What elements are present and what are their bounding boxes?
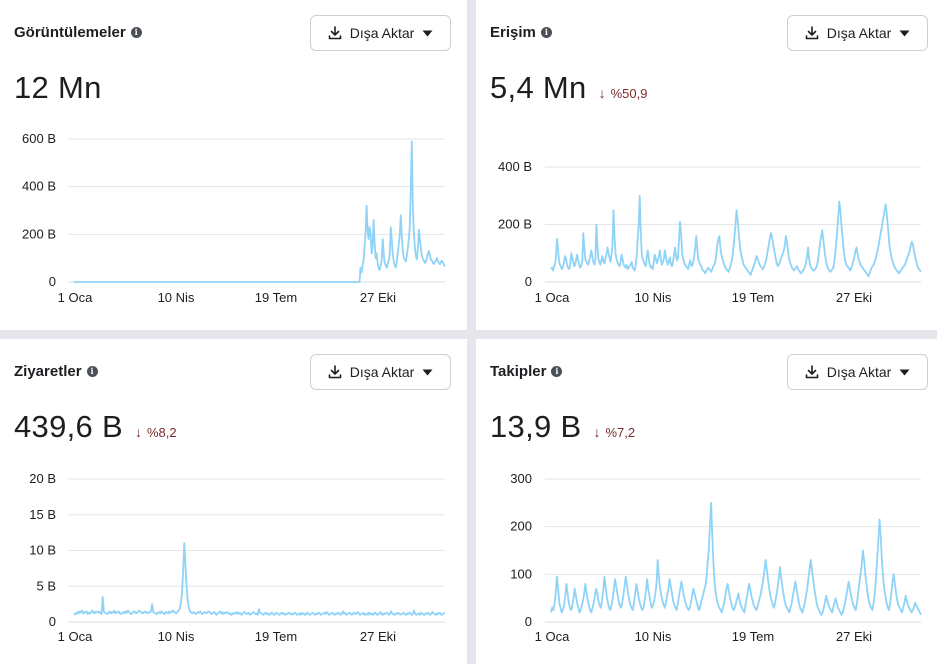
- x-tick-label: 19 Tem: [255, 629, 297, 644]
- export-button[interactable]: Dışa Aktar: [310, 15, 451, 51]
- card-title: Erişim i: [490, 24, 552, 41]
- series-line[interactable]: [550, 194, 922, 278]
- export-label: Dışa Aktar: [349, 25, 415, 41]
- y-tick-label: 100: [510, 566, 532, 581]
- x-tick-label: 1 Oca: [535, 290, 570, 305]
- y-tick-label: 15 B: [29, 507, 56, 522]
- x-tick-label: 19 Tem: [732, 290, 774, 305]
- arrow-down-icon: ↓: [134, 424, 142, 440]
- x-tick-label: 27 Eki: [836, 629, 872, 644]
- y-tick-label: 200 B: [22, 226, 56, 241]
- info-icon[interactable]: i: [86, 366, 98, 377]
- metric-value-row: 5,4 Mn ↓ %50,9: [490, 70, 647, 106]
- y-tick-label: 10 B: [29, 543, 56, 558]
- x-tick-label: 27 Eki: [836, 290, 872, 305]
- caret-down-icon: [422, 30, 433, 36]
- card-title-text: Erişim: [490, 24, 536, 41]
- info-icon[interactable]: i: [551, 366, 563, 377]
- delta-value: %50,9: [610, 85, 648, 101]
- y-tick-label: 0: [49, 614, 56, 629]
- arrow-down-icon: ↓: [593, 424, 601, 440]
- views-card: Görüntülemeler i Dışa Aktar 12 Mn 0 200 B…: [0, 0, 467, 330]
- y-tick-label: 400 B: [498, 159, 532, 174]
- card-title-text: Ziyaretler: [14, 363, 82, 380]
- info-icon[interactable]: i: [130, 27, 142, 38]
- y-tick-label: 200 B: [498, 217, 532, 232]
- caret-down-icon: [899, 30, 910, 36]
- follows-card: Takipler i Dışa Aktar 13,9 B ↓ %7,2 0 100…: [476, 339, 937, 664]
- x-tick-label: 10 Nis: [158, 629, 195, 644]
- x-tick-label: 10 Nis: [635, 290, 672, 305]
- export-label: Dışa Aktar: [826, 364, 892, 380]
- line-chart: 0 200 B 400 B 1 Oca 10 Nis 19 Tem 27 Eki: [498, 159, 922, 305]
- arrow-down-icon: ↓: [598, 85, 606, 101]
- delta-value: %7,2: [605, 424, 636, 440]
- card-title: Görüntülemeler i: [14, 24, 142, 41]
- series-line[interactable]: [73, 542, 446, 616]
- line-chart: 0 200 B 400 B 600 B 1 Oca 10 Nis 19 Tem 27 Eki: [22, 131, 446, 305]
- x-tick-label: 27 Eki: [360, 290, 396, 305]
- y-tick-label: 0: [525, 274, 532, 289]
- x-tick-label: 10 Nis: [158, 290, 195, 305]
- line-chart: 0 5 B 10 B 15 B 20 B 1 Oca 10 Nis 19 Tem 27 Eki: [29, 471, 446, 644]
- metric-value: 5,4 Mn: [490, 70, 587, 105]
- series-line[interactable]: [550, 501, 922, 616]
- export-label: Dışa Aktar: [349, 364, 415, 380]
- download-icon: [328, 365, 342, 379]
- card-title: Takipler i: [490, 363, 563, 380]
- download-icon: [805, 26, 819, 40]
- metric-value: 439,6 B: [14, 409, 123, 444]
- export-button[interactable]: Dışa Aktar: [787, 15, 928, 51]
- export-button[interactable]: Dışa Aktar: [310, 354, 451, 390]
- metric-value-row: 439,6 B ↓ %8,2: [14, 409, 177, 445]
- x-tick-label: 27 Eki: [360, 629, 396, 644]
- delta-badge: ↓ %8,2: [135, 424, 177, 440]
- y-tick-label: 20 B: [29, 471, 56, 486]
- delta-badge: ↓ %50,9: [599, 85, 648, 101]
- visits-card: Ziyaretler i Dışa Aktar 439,6 B ↓ %8,2 0…: [0, 339, 467, 664]
- delta-badge: ↓ %7,2: [593, 424, 635, 440]
- x-tick-label: 19 Tem: [732, 629, 774, 644]
- caret-down-icon: [422, 369, 433, 375]
- caret-down-icon: [899, 369, 910, 375]
- export-label: Dışa Aktar: [826, 25, 892, 41]
- y-tick-label: 600 B: [22, 131, 56, 146]
- y-tick-label: 0: [49, 274, 56, 289]
- y-tick-label: 400 B: [22, 179, 56, 194]
- x-tick-label: 10 Nis: [635, 629, 672, 644]
- download-icon: [328, 26, 342, 40]
- x-tick-label: 1 Oca: [535, 629, 570, 644]
- y-tick-label: 5 B: [36, 578, 56, 593]
- line-chart: 0 100 200 300 1 Oca 10 Nis 19 Tem 27 Eki: [510, 471, 922, 644]
- delta-value: %8,2: [146, 424, 177, 440]
- y-tick-label: 300: [510, 471, 532, 486]
- x-tick-label: 1 Oca: [58, 629, 93, 644]
- card-title: Ziyaretler i: [14, 363, 98, 380]
- y-tick-label: 0: [525, 614, 532, 629]
- download-icon: [805, 365, 819, 379]
- card-title-text: Görüntülemeler: [14, 24, 126, 41]
- x-tick-label: 19 Tem: [255, 290, 297, 305]
- reach-card: Erişim i Dışa Aktar 5,4 Mn ↓ %50,9 0 200 …: [476, 0, 937, 330]
- export-button[interactable]: Dışa Aktar: [787, 354, 928, 390]
- card-title-text: Takipler: [490, 363, 547, 380]
- y-tick-label: 200: [510, 519, 532, 534]
- info-icon[interactable]: i: [540, 27, 552, 38]
- metric-value: 12 Mn: [14, 70, 102, 105]
- metric-value-row: 13,9 B ↓ %7,2: [490, 409, 635, 445]
- metric-value-row: 12 Mn: [14, 70, 102, 106]
- metric-value: 13,9 B: [490, 409, 582, 444]
- x-tick-label: 1 Oca: [58, 290, 93, 305]
- series-line[interactable]: [74, 140, 446, 283]
